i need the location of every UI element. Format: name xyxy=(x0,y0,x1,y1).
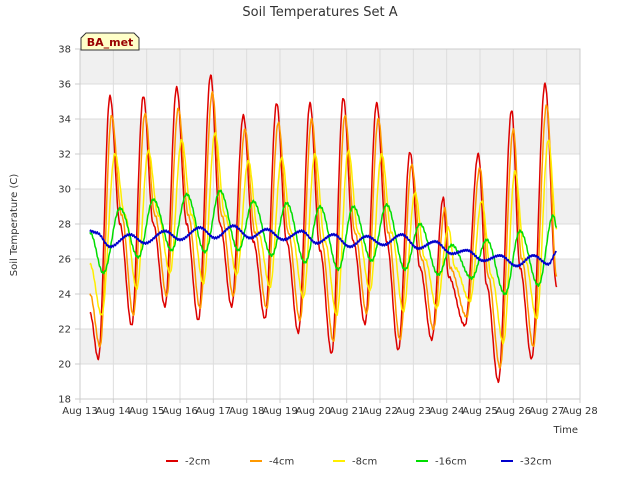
y-tick-label: 22 xyxy=(58,325,71,336)
legend-item: -32cm xyxy=(501,457,552,468)
x-tick-label: Aug 23 xyxy=(396,406,431,417)
series-layer xyxy=(89,74,558,384)
y-tick-label: 24 xyxy=(58,290,71,301)
legend-item: -8cm xyxy=(333,457,377,468)
y-tick-label: 26 xyxy=(58,255,71,266)
x-axis-label: Time xyxy=(553,425,578,436)
y-tick-label: 18 xyxy=(58,395,71,406)
x-tick-label: Aug 18 xyxy=(229,406,264,417)
x-tick-label: Aug 26 xyxy=(496,406,531,417)
x-tick-label: Aug 16 xyxy=(162,406,197,417)
station-badge: BA_met xyxy=(80,32,140,51)
series-line-neg2cm xyxy=(89,74,558,384)
x-tick-label: Aug 17 xyxy=(196,406,231,417)
chart-title: Soil Temperatures Set A xyxy=(242,5,397,20)
x-tick-label: Aug 19 xyxy=(262,406,297,417)
y-tick-label: 36 xyxy=(58,80,71,91)
legend-label: -16cm xyxy=(435,457,467,468)
y-tick-label: 20 xyxy=(58,360,71,371)
series-line-neg4cm xyxy=(89,90,558,369)
legend-item: -4cm xyxy=(250,457,294,468)
x-tick-label: Aug 22 xyxy=(362,406,397,417)
plot-band xyxy=(80,189,580,224)
legend-label: -8cm xyxy=(352,457,377,468)
plot-band xyxy=(80,364,580,399)
y-axis-label: Soil Temperature (C) xyxy=(9,174,20,277)
y-tick-label: 32 xyxy=(58,150,71,161)
y-tick-label: 38 xyxy=(58,45,71,56)
plot-band xyxy=(80,119,580,154)
x-tick-label: Aug 20 xyxy=(296,406,331,417)
x-tick-label: Aug 24 xyxy=(429,406,464,417)
y-tick-label: 30 xyxy=(58,185,71,196)
y-axis-ticks: 18 20 22 24 26 28 30 32 34 36 38 xyxy=(58,45,80,406)
legend: -2cm -4cm -8cm -16cm -32cm xyxy=(166,457,552,468)
badge-label: BA_met xyxy=(87,36,134,49)
x-tick-label: Aug 27 xyxy=(529,406,564,417)
x-tick-label: Aug 14 xyxy=(96,406,131,417)
plot-band xyxy=(80,154,580,189)
legend-label: -2cm xyxy=(185,457,210,468)
legend-item: -2cm xyxy=(166,457,210,468)
legend-label: -4cm xyxy=(269,457,294,468)
series-line-neg8cm xyxy=(89,131,558,345)
x-tick-label: Aug 13 xyxy=(62,406,97,417)
plot-band xyxy=(80,84,580,119)
series-line-neg32cm xyxy=(89,223,557,268)
x-tick-label: Aug 15 xyxy=(129,406,164,417)
x-tick-label: Aug 25 xyxy=(462,406,497,417)
x-tick-label: Aug 21 xyxy=(329,406,364,417)
legend-label: -32cm xyxy=(520,457,552,468)
y-tick-label: 34 xyxy=(58,115,71,126)
y-tick-label: 28 xyxy=(58,220,71,231)
badge-box xyxy=(80,32,140,51)
legend-item: -16cm xyxy=(416,457,467,468)
x-tick-label: Aug 28 xyxy=(562,406,597,417)
plot-band xyxy=(80,49,580,84)
